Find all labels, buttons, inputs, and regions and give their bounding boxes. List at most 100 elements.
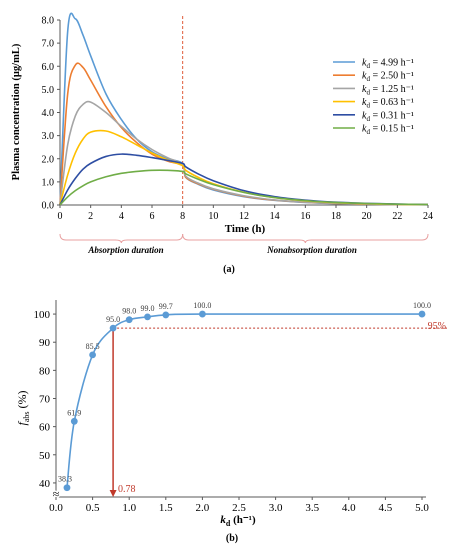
panel-a-x-tick-label: 2	[88, 211, 93, 222]
kd-threshold-label: 0.78	[118, 484, 136, 495]
panel-a-x-tick-label: 8	[180, 211, 185, 222]
panel-b-series: 38.3 61.9 85.5 95.098.0 99.0 99.7 100.0 100.0	[58, 301, 431, 492]
panel-b-y-tick-label: 70	[39, 394, 51, 406]
panel-a-x-tick-label: 22	[392, 211, 402, 222]
legend-value: = 0.63 h⁻¹	[370, 97, 414, 108]
panel-b-data-label: 61.9	[67, 408, 81, 417]
panel-a-y-tick-label: 8.0	[42, 16, 55, 27]
panel-b-data-label: 100.0	[193, 301, 211, 310]
panel-a-legend-entry: kd = 0.15 h⁻¹	[362, 124, 414, 137]
panel-a-x-tick-label: 14	[270, 211, 280, 222]
nonabsorption-bracket	[182, 233, 429, 244]
legend-value: = 2.50 h⁻¹	[370, 71, 414, 82]
legend-value: = 1.25 h⁻¹	[370, 84, 414, 95]
panel-a-y-tick-label: 7.0	[42, 39, 55, 50]
panel-a-legend-entry: kd = 4.99 h⁻¹	[362, 58, 414, 71]
panel-b-data-label: 99.7	[159, 302, 173, 311]
duration-brackets	[59, 233, 429, 244]
panel-b-x-axis-label: kd (h⁻¹)	[220, 514, 256, 528]
panel-a-ticks: 0.01.02.03.04.05.06.07.08.00 2 4 6 8 10 12 14 16…	[42, 16, 434, 223]
panel-b-y-axis-label: fabs (%)	[15, 390, 31, 425]
panel-a-y-tick-label: 2.0	[42, 154, 55, 165]
legend-symbol: k	[362, 124, 367, 135]
panel-b-x-sub: d	[226, 519, 231, 528]
panel-a-legend-entry: kd = 0.31 h⁻¹	[362, 110, 414, 123]
panel-a-x-tick-label: 18	[331, 211, 341, 222]
panel-b-data-point	[125, 316, 133, 324]
panel-b-x-tick-label: 0.5	[86, 502, 100, 514]
panel-b-axes: ≈	[51, 300, 426, 503]
panel-a-series	[59, 12, 429, 206]
legend-sub: d	[366, 88, 370, 96]
panel-b-series-line	[66, 313, 423, 488]
panel-a-series-line	[59, 100, 429, 206]
panel-a-legend-entry: kd = 2.50 h⁻¹	[362, 71, 414, 84]
panel-b-data-label: 38.3	[58, 475, 72, 484]
panel-a-x-tick-label: 16	[300, 211, 310, 222]
panel-a-series-line	[59, 12, 429, 206]
panel-a-series-line	[59, 129, 429, 206]
nonabsorption-duration-label: Nonabsorption duration	[266, 245, 357, 255]
legend-symbol: k	[362, 97, 367, 108]
panel-b-data-point	[199, 310, 206, 318]
panel-b-y-sub: abs	[22, 411, 31, 422]
panel-a-y-tick-label: 1.0	[42, 177, 55, 188]
legend-value: = 0.15 h⁻¹	[370, 124, 414, 135]
panel-b-data-point	[109, 324, 117, 332]
panel-b-x-tick-label: 3.5	[305, 502, 319, 514]
panel-a-y-tick-label: 5.0	[42, 85, 55, 96]
legend-symbol: k	[362, 84, 367, 95]
panel-b-x-tick-label: 2.5	[232, 502, 246, 514]
panel-b-data-point	[162, 311, 170, 319]
panel-a-caption: (a)	[223, 264, 235, 275]
panel-b-y-tick-label: 80	[39, 365, 51, 377]
panel-b-data-label: 85.5	[86, 342, 100, 351]
panel-a-x-tick-label: 10	[208, 211, 218, 222]
panel-b-x-unit: (h⁻¹)	[230, 514, 256, 526]
legend-sub: d	[366, 128, 370, 136]
panel-a-y-tick-label: 4.0	[42, 108, 55, 119]
panel-a-x-tick-label: 4	[119, 211, 124, 222]
absorption-bracket	[59, 233, 184, 244]
panel-a-series-line	[59, 169, 429, 206]
panel-a-y-axis-label: Plasma concentration (µg/mL)	[11, 43, 22, 180]
panel-b-x-tick-label: 4.0	[342, 502, 356, 514]
legend-sub: d	[366, 115, 370, 123]
legend-value: = 4.99 h⁻¹	[370, 58, 414, 69]
legend-sub: d	[366, 102, 370, 110]
kd-threshold-arrow-head	[109, 490, 117, 497]
panel-b-y-tick-label: 40	[39, 478, 51, 490]
threshold-label: 95%	[428, 321, 446, 332]
threshold-line-group	[109, 327, 447, 497]
panel-a-x-tick-label: 24	[423, 211, 433, 222]
legend-symbol: k	[362, 58, 367, 69]
panel-b-y-tick-label: 90	[39, 337, 51, 349]
legend-sub: d	[366, 75, 370, 83]
panel-b-x-tick-label: 0.0	[49, 502, 63, 514]
panel-a-x-tick-label: 6	[150, 211, 155, 222]
panel-b-data-label: 99.0	[141, 304, 155, 313]
panel-b-x-symbol: k	[220, 514, 226, 526]
legend-sub: d	[366, 62, 370, 70]
absorption-duration-label: Absorption duration	[87, 245, 163, 255]
panel-b-x-tick-label: 2.0	[196, 502, 210, 514]
panel-b-x-tick-label: 4.5	[379, 502, 393, 514]
panel-b-x-tick-label: 5.0	[415, 502, 429, 514]
panel-a-y-tick-label: 3.0	[42, 131, 55, 142]
panel-b-y-unit: (%)	[15, 390, 29, 411]
panel-b-x-tick-label: 1.0	[122, 502, 136, 514]
panel-b-x-tick-label: 1.5	[159, 502, 173, 514]
panel-a-x-tick-label: 12	[239, 211, 249, 222]
panel-b-data-point	[418, 310, 426, 318]
panel-b-data-point	[144, 313, 151, 321]
panel-b-caption: (b)	[226, 533, 238, 544]
panel-b-y-tick-label: 100	[34, 309, 51, 321]
panel-a-y-tick-label: 0.0	[42, 201, 55, 212]
legend-value: = 0.31 h⁻¹	[370, 110, 414, 121]
legend-symbol: k	[362, 110, 367, 121]
panel-b-chart: ≈ 38.3 61.9 85.5 95.098.0 99.0 99.7 100.0 100.0…	[15, 300, 447, 544]
panel-b-y-tick-label: 60	[39, 422, 51, 434]
panel-a-y-tick-label: 6.0	[42, 62, 55, 73]
panel-a-chart: 0.01.02.03.04.05.06.07.08.00 2 4 6 8 10 12 14 16…	[11, 12, 434, 275]
